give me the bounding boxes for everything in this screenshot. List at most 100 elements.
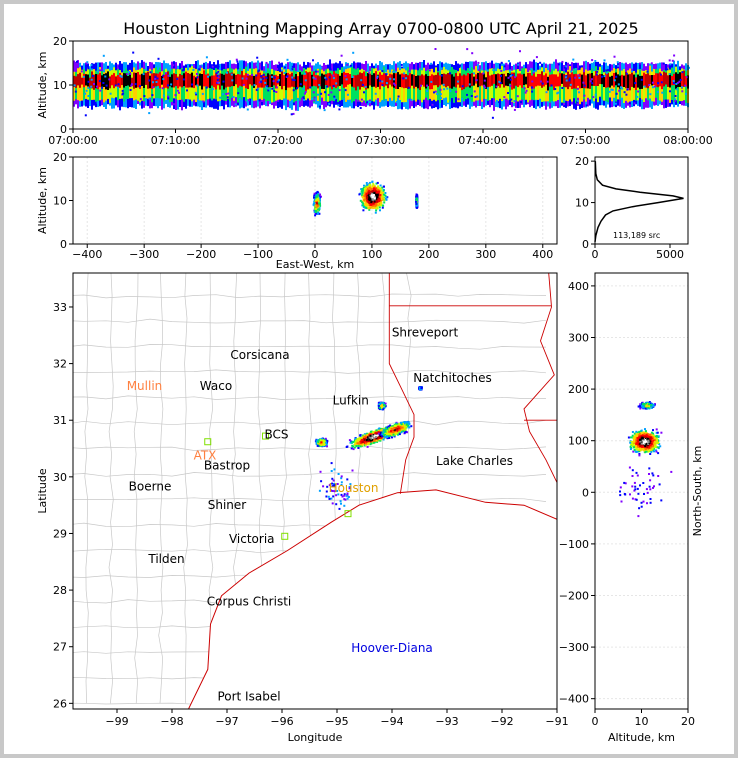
scatter-point [198,68,201,71]
density-point [317,198,320,200]
density-point [349,441,352,444]
scatter-point [545,91,548,94]
figure-frame: Houston Lightning Mapping Array 0700-080… [4,4,734,754]
band-column [227,71,229,87]
density-point [356,442,359,445]
band-column [271,74,273,87]
density-point [378,200,381,203]
scatter-point [292,112,295,115]
scatter-point [309,86,312,89]
scatter-point [674,98,677,101]
band-column [133,72,135,89]
band-column [177,76,179,89]
density-point [368,438,371,441]
scatter-point [338,108,341,111]
scatter-point [641,68,644,71]
band-column [477,72,479,88]
band-column [609,76,611,88]
scatter-point [511,74,514,76]
density-point [318,208,321,211]
x-tick-label: −300 [129,248,159,261]
band-column [105,73,107,90]
scatter-point [316,70,319,73]
band-column [549,74,551,87]
scatter-point [337,104,340,107]
density-point [393,424,396,427]
scatter-point [466,48,469,51]
scatter-point [385,82,388,85]
scatter-point [473,72,475,75]
x-tick-label: 07:10:00 [151,134,200,147]
band-column [675,72,677,90]
scatter-point [578,67,581,70]
density-point [380,199,383,201]
band-column [425,74,427,89]
scatter-point [631,68,634,71]
density-point [373,198,376,201]
band-column [541,71,543,88]
band-column [79,72,81,88]
band-column [513,72,515,89]
density-point [367,206,370,209]
band-column [81,69,83,101]
band-column [103,72,105,103]
density-point [405,425,408,428]
scatter-point [262,74,265,76]
scatter-point [191,83,193,86]
density-point [401,422,404,425]
band-column [463,74,465,90]
scatter-point [255,88,258,91]
density-point [362,202,365,205]
scatter-point [117,86,119,89]
county-line [84,273,89,704]
density-point [366,199,369,202]
scatter-point [688,66,690,69]
scatter-point [394,70,397,73]
density-point [397,431,400,434]
scatter-point [673,54,676,57]
x-tick-label: 07:00:00 [48,134,97,147]
scatter-point [385,73,388,76]
band-column [677,73,679,87]
scatter-point [320,92,323,95]
scatter-point [172,64,175,67]
scatter-point [563,105,566,108]
scatter-point [625,72,628,75]
density-point [362,187,365,189]
density-point [381,186,384,189]
density-point [378,436,381,439]
scatter-point [346,93,349,96]
scatter-point [599,96,601,99]
density-point [388,427,390,429]
scatter-point [618,89,621,92]
scatter-point [557,91,560,94]
scatter-point [91,74,94,77]
density-point [388,430,391,433]
density-point [378,198,381,201]
scatter-point [672,80,675,82]
band-column [453,76,455,87]
band-column [583,72,585,89]
scatter-point [101,86,104,89]
density-point [380,429,383,432]
scatter-point [498,101,501,104]
scatter-point [674,100,677,103]
scatter-point [595,73,598,76]
scatter-point [684,84,687,87]
scatter-point [327,93,330,96]
scatter-point [565,65,567,68]
density-point [403,421,406,423]
scatter-point [661,91,664,94]
scatter-point [324,91,326,94]
scatter-point [505,98,508,101]
band-column [131,77,133,86]
scatter-point [205,86,208,89]
band-column [503,73,505,88]
density-point [353,446,356,449]
scatter-point [376,77,378,80]
density-point [363,204,366,207]
scatter-point [601,75,603,78]
density-point [416,195,419,198]
band-column [517,73,519,88]
density-point [313,198,316,201]
